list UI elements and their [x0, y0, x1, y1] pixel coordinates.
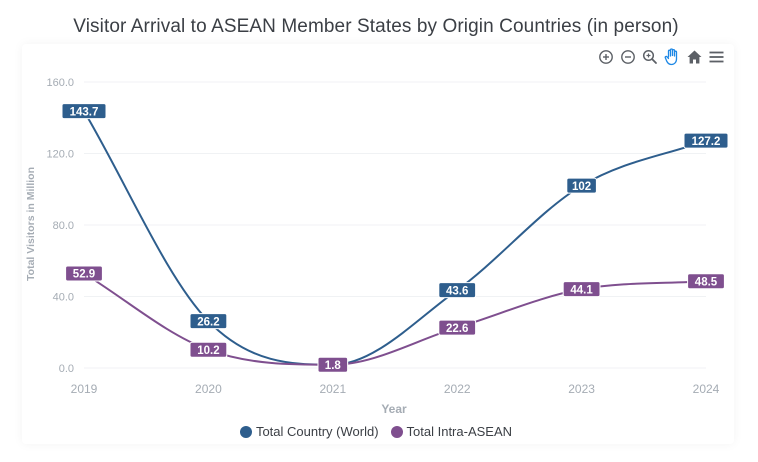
data-label-text: 143.7 — [70, 106, 99, 118]
data-label-box — [562, 281, 601, 298]
data-label-text: 43.6 — [446, 285, 468, 297]
home-icon[interactable] — [684, 47, 704, 67]
data-label: 10.2 — [189, 341, 228, 358]
x-tick-label: 2022 — [444, 382, 471, 396]
data-label: 22.6 — [438, 319, 477, 336]
zoom-in-icon[interactable] — [596, 47, 616, 67]
legend-item-world[interactable]: Total Country (World) — [239, 424, 379, 439]
data-label: 143.7 — [61, 103, 107, 120]
data-label-box — [687, 273, 725, 290]
series-lines — [83, 110, 707, 366]
y-tick-label: 80.0 — [53, 220, 74, 232]
data-label: 26.2 — [189, 313, 228, 330]
data-label: 102 — [566, 177, 597, 194]
data-label: 43.6 — [438, 282, 477, 299]
data-label-box — [438, 282, 477, 299]
data-label-box — [61, 103, 107, 120]
data-label-text: 127.2 — [692, 136, 721, 148]
data-label: 1.8 — [317, 356, 349, 373]
x-tick-label: 2020 — [195, 382, 222, 396]
series-line-1 — [83, 272, 707, 366]
menu-icon[interactable] — [706, 47, 726, 67]
chart-title: Visitor Arrival to ASEAN Member States b… — [73, 16, 679, 37]
zoom-out-icon[interactable] — [618, 47, 638, 67]
magnifier-icon[interactable] — [640, 47, 660, 67]
chart-toolbar — [596, 47, 728, 67]
data-label: 48.5 — [687, 273, 725, 290]
x-axis-ticks: 2019 2020 2021 2022 2023 2024 — [71, 382, 720, 396]
legend-item-intra[interactable]: Total Intra-ASEAN — [390, 424, 513, 439]
y-axis-ticks: 0.0 40.0 80.0 120.0 160.0 — [46, 77, 74, 375]
chart-card — [22, 44, 734, 444]
hand-icon[interactable] — [662, 47, 682, 67]
data-label-box — [317, 356, 349, 373]
x-tick-label: 2023 — [568, 382, 595, 396]
data-label-text: 22.6 — [446, 323, 468, 335]
y-tick-label: 120.0 — [46, 149, 74, 161]
y-tick-label: 0.0 — [59, 363, 74, 375]
data-label-box — [189, 313, 228, 330]
data-labels: 143.726.21.843.6102127.252.910.21.822.64… — [61, 103, 729, 373]
data-label-box — [566, 177, 597, 194]
data-label: 44.1 — [562, 281, 601, 298]
x-axis-title: Year — [381, 402, 407, 416]
data-label-text: 10.2 — [197, 345, 219, 357]
grid-lines — [84, 81, 706, 369]
x-tick-label: 2024 — [693, 382, 720, 396]
legend-label-intra: Total Intra-ASEAN — [406, 424, 513, 439]
x-tick-label: 2021 — [319, 382, 346, 396]
x-tick-label: 2019 — [71, 382, 98, 396]
legend-marker-world — [239, 425, 252, 438]
data-label-text: 52.9 — [73, 269, 95, 281]
data-label: 127.2 — [683, 132, 729, 149]
data-label-box — [189, 341, 228, 358]
data-label: 52.9 — [65, 265, 103, 282]
series-line-0 — [83, 110, 707, 366]
legend-marker-intra — [390, 425, 403, 438]
data-label-text: 1.8 — [325, 360, 342, 372]
data-label-box — [438, 319, 477, 336]
data-label-box — [65, 265, 103, 282]
y-axis-title: Total Visitors in Million — [25, 167, 37, 281]
data-label-box — [683, 132, 729, 149]
data-label-text: 26.2 — [197, 316, 219, 328]
y-tick-label: 160.0 — [46, 77, 74, 89]
legend-label-world: Total Country (World) — [255, 424, 379, 439]
chart-legend: Total Country (World) Total Intra-ASEAN — [0, 424, 752, 439]
data-label-text: 102 — [572, 181, 591, 193]
data-label-text: 48.5 — [695, 277, 718, 289]
data-label-text: 44.1 — [570, 284, 593, 296]
y-tick-label: 40.0 — [53, 292, 74, 304]
